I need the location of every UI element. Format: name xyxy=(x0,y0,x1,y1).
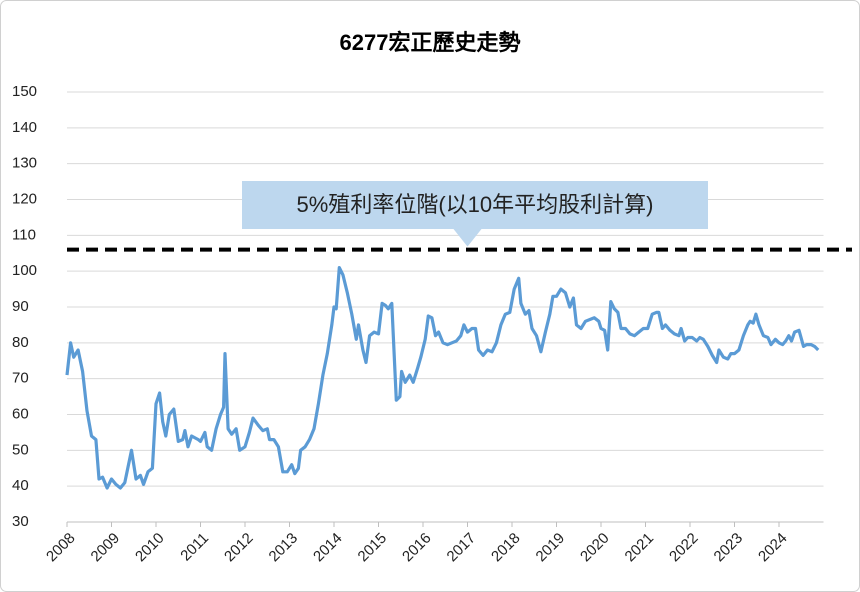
y-tick-label: 150 xyxy=(12,83,37,100)
y-tick-label: 70 xyxy=(12,370,29,387)
y-tick-label: 100 xyxy=(12,262,37,279)
y-tick-label: 40 xyxy=(12,477,29,494)
annotation-text: 5%殖利率位階(以10年平均股利計算) xyxy=(297,192,654,217)
y-tick-label: 60 xyxy=(12,405,29,422)
y-tick-label: 50 xyxy=(12,441,29,458)
y-tick-label: 80 xyxy=(12,334,29,351)
y-tick-label: 140 xyxy=(12,119,37,136)
annotation-pointer xyxy=(453,229,482,247)
y-tick-label: 120 xyxy=(12,190,37,207)
y-tick-label: 130 xyxy=(12,155,37,172)
chart-title: 6277宏正歷史走勢 xyxy=(340,30,521,55)
y-tick-label: 110 xyxy=(12,226,36,243)
price-line xyxy=(65,266,820,490)
y-tick-label: 90 xyxy=(12,298,29,315)
y-tick-label: 30 xyxy=(12,513,29,530)
annotation-box xyxy=(242,181,708,229)
